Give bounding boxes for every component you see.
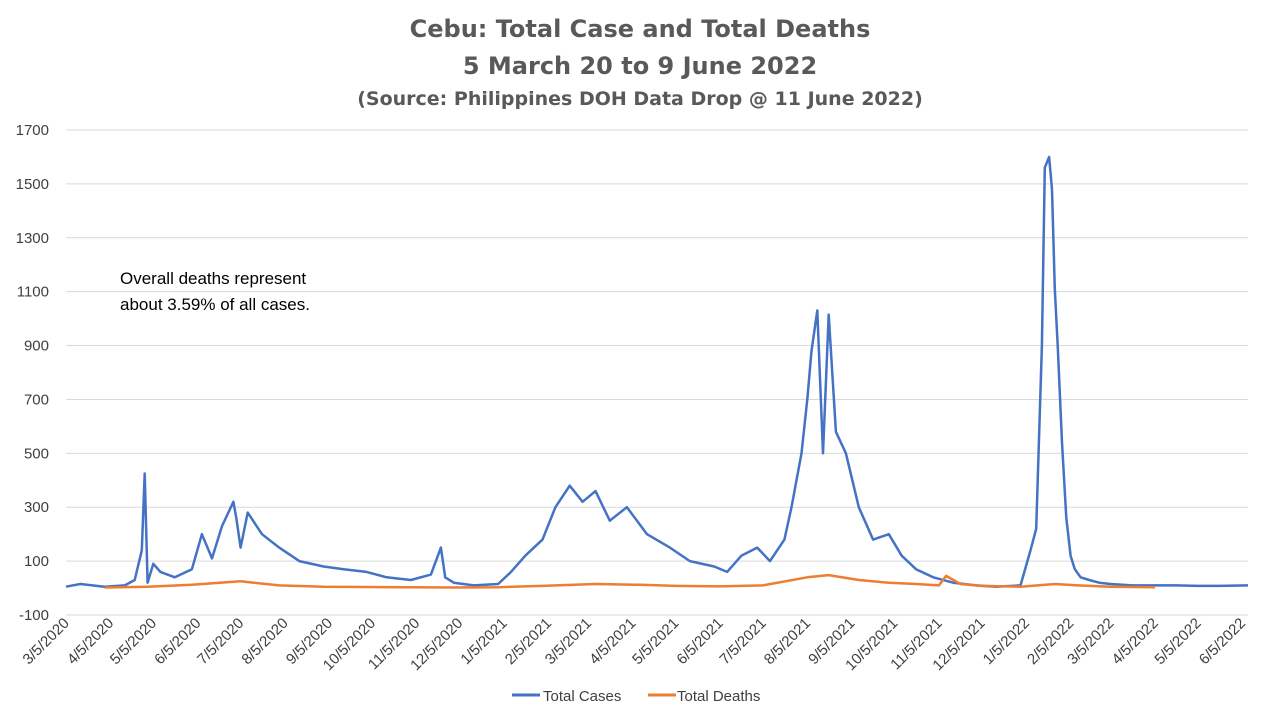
- x-tick-label: 5/5/2020: [107, 615, 160, 668]
- legend-label-total-deaths: Total Deaths: [677, 688, 760, 705]
- x-tick-label: 6/5/2022: [1196, 615, 1249, 668]
- annotation-line-2: about 3.59% of all cases.: [120, 295, 310, 314]
- gridlines: [66, 129, 1248, 616]
- x-tick-label: 1/5/2021: [457, 615, 510, 668]
- x-tick-label: 5/5/2021: [629, 615, 682, 668]
- y-tick-label: -100: [19, 607, 49, 624]
- annotation-line-1: Overall deaths represent: [120, 269, 306, 288]
- y-tick-label: 900: [24, 338, 49, 355]
- x-tick-label: 4/5/2020: [64, 615, 117, 668]
- x-tick-label: 4/5/2022: [1109, 615, 1162, 668]
- x-tick-label: 1/5/2022: [980, 615, 1033, 668]
- chart-title: Cebu: Total Case and Total Deaths: [410, 15, 871, 43]
- y-tick-label: 500: [24, 445, 49, 462]
- chart-subtitle: 5 March 20 to 9 June 2022: [463, 52, 817, 80]
- x-tick-label: 8/5/2021: [761, 615, 814, 668]
- x-tick-label: 6/5/2020: [151, 615, 204, 668]
- series-lines: [65, 155, 1249, 589]
- legend-label-total-cases: Total Cases: [543, 688, 621, 705]
- y-tick-label: 100: [24, 553, 49, 570]
- y-tick-label: 300: [24, 499, 49, 516]
- series-line-total-cases: [65, 155, 1249, 588]
- y-tick-label: 1500: [16, 176, 49, 193]
- series-line-total-deaths: [104, 573, 1156, 589]
- x-tick-label: 6/5/2021: [673, 615, 726, 668]
- y-tick-label: 1700: [16, 122, 49, 139]
- annotation: Overall deaths represent about 3.59% of …: [120, 269, 310, 314]
- x-tick-label: 8/5/2020: [238, 615, 291, 668]
- y-tick-label: 1300: [16, 230, 49, 247]
- y-axis-ticks: -100 100 300 500 700 900 1100 1300 1500 1700: [16, 122, 49, 624]
- y-tick-label: 1100: [17, 284, 49, 301]
- y-tick-label: 700: [24, 391, 49, 408]
- x-tick-label: 7/5/2020: [194, 615, 247, 668]
- x-tick-label: 5/5/2022: [1151, 615, 1204, 668]
- x-axis-ticks: 3/5/20204/5/20205/5/20206/5/20207/5/2020…: [20, 615, 1250, 674]
- x-tick-label: 4/5/2021: [586, 615, 639, 668]
- legend: Total Cases Total Deaths: [512, 688, 760, 705]
- chart-source: (Source: Philippines DOH Data Drop @ 11 …: [357, 88, 923, 110]
- x-tick-label: 7/5/2021: [716, 615, 769, 668]
